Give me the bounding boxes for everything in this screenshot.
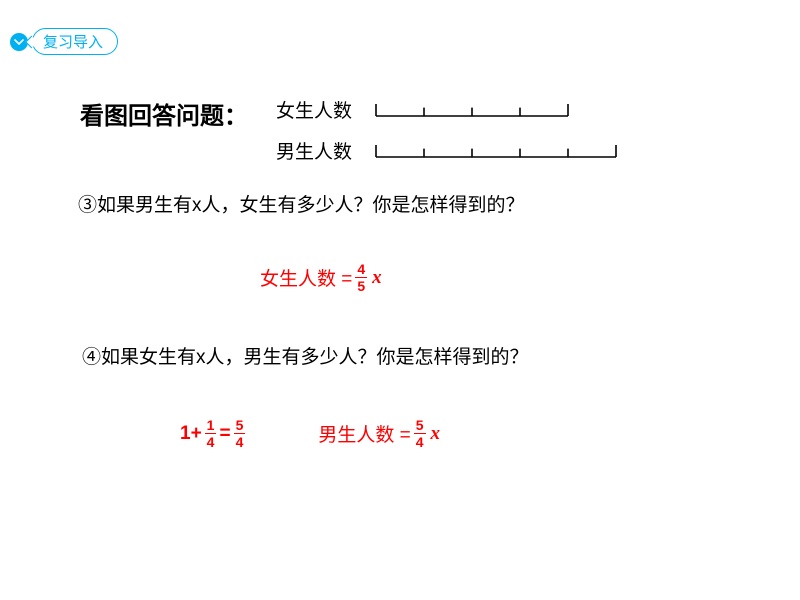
bar-scale-girls xyxy=(374,102,570,118)
question-4: ④如果女生有x人，男生有多少人？你是怎样得到的？ xyxy=(82,342,529,369)
bar-scale-boys xyxy=(374,143,618,159)
fraction-5-4-a: 5 4 xyxy=(234,418,246,449)
ans4a-eq: = xyxy=(219,423,230,445)
fraction-1-4: 1 4 xyxy=(205,418,217,449)
question-3: ③如果男生有x人，女生有多少人？你是怎样得到的？ xyxy=(78,190,525,217)
legend-label-boys: 男生人数 xyxy=(276,137,356,164)
legend: 女生人数 男生人数 xyxy=(276,96,618,178)
legend-row-girls: 女生人数 xyxy=(276,96,618,123)
fraction-5-4-b: 5 4 xyxy=(414,418,426,449)
legend-row-boys: 男生人数 xyxy=(276,137,618,164)
ans4b-prefix: 男生人数 = xyxy=(318,420,410,447)
badge-label: 复习导入 xyxy=(32,28,118,55)
answer-3: 女生人数 = 4 5 x xyxy=(260,262,382,293)
question-title: 看图回答问题： xyxy=(80,96,248,131)
title-row: 看图回答问题： 女生人数 男生人数 xyxy=(80,96,618,178)
ans3-prefix: 女生人数 = xyxy=(260,264,352,291)
ans4a-prefix: 1+ xyxy=(180,423,202,445)
legend-label-girls: 女生人数 xyxy=(276,96,356,123)
answer-4b: 男生人数 = 5 4 x xyxy=(318,418,440,449)
variable-x: x xyxy=(372,267,382,289)
variable-x-2: x xyxy=(431,423,441,445)
review-badge: 复习导入 xyxy=(10,28,118,55)
fraction-4-5: 4 5 xyxy=(355,262,367,293)
answer-4: 1+ 1 4 = 5 4 男生人数 = 5 4 x xyxy=(180,418,440,449)
